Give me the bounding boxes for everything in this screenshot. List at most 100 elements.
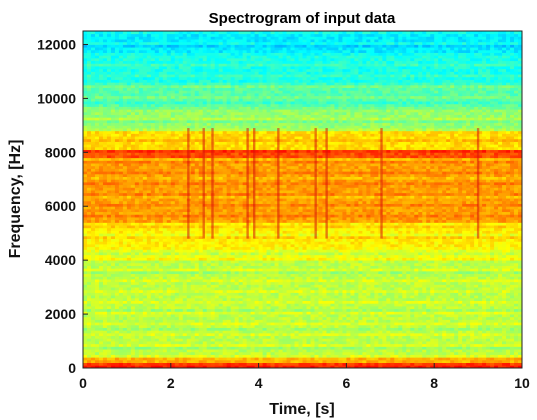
spectrogram-cell bbox=[334, 295, 339, 299]
spectrogram-cell bbox=[462, 300, 467, 304]
spectrogram-cell bbox=[398, 260, 403, 264]
spectrogram-cell bbox=[330, 359, 335, 364]
spectrogram-cell bbox=[434, 303, 439, 307]
spectrogram-cell bbox=[430, 297, 435, 301]
spectrogram-cell bbox=[94, 273, 100, 277]
spectrogram-cell bbox=[458, 314, 463, 318]
spectrogram-cell bbox=[166, 327, 172, 331]
spectrogram-cell bbox=[162, 330, 168, 334]
spectrogram-cell bbox=[470, 324, 475, 328]
spectrogram-cell bbox=[414, 343, 419, 347]
spectrogram-cell bbox=[402, 284, 407, 288]
spectrogram-cell bbox=[370, 335, 375, 339]
spectrogram-cell bbox=[518, 351, 523, 355]
spectrogram-cell bbox=[338, 335, 343, 339]
spectrogram-cell bbox=[454, 300, 459, 304]
spectrogram-cell bbox=[422, 257, 427, 261]
spectrogram-cell bbox=[178, 303, 184, 307]
spectrogram-cell bbox=[186, 335, 192, 339]
spectrogram-cell bbox=[242, 297, 248, 301]
spectrogram-cell bbox=[426, 289, 431, 293]
spectrogram-cell bbox=[482, 252, 487, 256]
spectrogram-cell bbox=[134, 311, 140, 315]
spectrogram-cell bbox=[214, 311, 220, 315]
spectrogram-cell bbox=[406, 322, 411, 326]
spectrogram-cell bbox=[350, 319, 355, 323]
spectrogram-cell bbox=[138, 314, 144, 318]
spectrogram-cell bbox=[83, 314, 88, 318]
spectrogram-cell bbox=[86, 357, 92, 361]
spectrogram-cell bbox=[150, 300, 156, 304]
spectrogram-cell bbox=[278, 262, 283, 266]
spectrogram-cell bbox=[162, 316, 168, 320]
spectrogram-cell bbox=[150, 365, 156, 369]
spectrogram-cell bbox=[202, 303, 208, 307]
spectrogram-cell bbox=[146, 260, 152, 264]
spectrogram-cell bbox=[226, 322, 232, 326]
spectrogram-cell bbox=[206, 246, 212, 250]
spectrogram-cell bbox=[274, 346, 279, 350]
spectrogram-cell bbox=[430, 319, 435, 323]
spectrogram-cell bbox=[486, 359, 491, 364]
spectrogram-cell bbox=[498, 303, 503, 307]
spectrogram-cell bbox=[462, 249, 467, 253]
spectrogram-cell bbox=[442, 284, 447, 288]
spectrogram-cell bbox=[306, 338, 311, 342]
spectrogram-cell bbox=[102, 281, 108, 285]
spectrogram-cell bbox=[190, 338, 196, 342]
spectrogram-cell bbox=[350, 349, 355, 353]
spectrogram-cell bbox=[206, 243, 212, 248]
spectrogram-cell bbox=[130, 270, 136, 275]
spectrogram-cell bbox=[486, 268, 491, 272]
spectrogram-cell bbox=[350, 365, 355, 369]
spectrogram-cell bbox=[166, 351, 172, 355]
spectrogram-cell bbox=[102, 305, 108, 310]
spectrogram-cell bbox=[390, 300, 395, 304]
spectrogram-cell bbox=[166, 338, 172, 342]
spectrogram-cell bbox=[510, 351, 515, 355]
spectrogram-cell bbox=[422, 246, 427, 250]
spectrogram-cell bbox=[126, 292, 132, 296]
spectrogram-cell bbox=[462, 297, 467, 301]
spectrogram-cell bbox=[454, 289, 459, 293]
spectrogram-cell bbox=[94, 246, 100, 250]
spectrogram-cell bbox=[518, 330, 523, 334]
spectrogram-cell bbox=[406, 357, 411, 361]
spectrogram-cell bbox=[106, 341, 112, 345]
spectrogram-cell bbox=[434, 254, 439, 258]
spectrogram-cell bbox=[134, 305, 140, 310]
spectrogram-cell bbox=[266, 300, 271, 304]
spectrogram-cell bbox=[170, 316, 176, 320]
spectrogram-cell bbox=[182, 311, 188, 315]
spectrogram-cell bbox=[114, 284, 120, 288]
spectrogram-cell bbox=[142, 284, 148, 288]
spectrogram-cell bbox=[142, 341, 148, 345]
spectrogram-cell bbox=[166, 287, 172, 291]
spectrogram-cell bbox=[502, 276, 507, 280]
spectrogram-cell bbox=[246, 292, 252, 296]
spectrogram-cell bbox=[306, 262, 311, 266]
spectrogram-cell bbox=[374, 314, 379, 318]
spectrogram-cell bbox=[350, 311, 355, 315]
spectrogram-cell bbox=[426, 311, 431, 315]
spectrogram-cell bbox=[138, 316, 144, 320]
spectrogram-cell bbox=[210, 319, 216, 323]
spectrogram-cell bbox=[234, 357, 240, 361]
spectrogram-cell bbox=[218, 279, 224, 283]
spectrogram-cell bbox=[254, 292, 259, 296]
spectrogram-cell bbox=[242, 357, 248, 361]
spectrogram-cell bbox=[410, 335, 415, 339]
spectrogram-cell bbox=[310, 365, 315, 369]
spectrogram-cell bbox=[94, 327, 100, 331]
spectrogram-cell bbox=[458, 332, 463, 337]
spectrogram-cell bbox=[318, 311, 323, 315]
spectrogram-cell bbox=[394, 362, 399, 366]
spectrogram-cell bbox=[326, 284, 331, 288]
spectrogram-cell bbox=[358, 362, 363, 366]
spectrogram-cell bbox=[490, 335, 495, 339]
spectrogram-cell bbox=[210, 314, 216, 318]
spectrogram-cell bbox=[414, 297, 419, 301]
spectrogram-cell bbox=[426, 330, 431, 334]
spectrogram-cell bbox=[474, 262, 479, 266]
spectrogram-cell bbox=[438, 305, 443, 310]
